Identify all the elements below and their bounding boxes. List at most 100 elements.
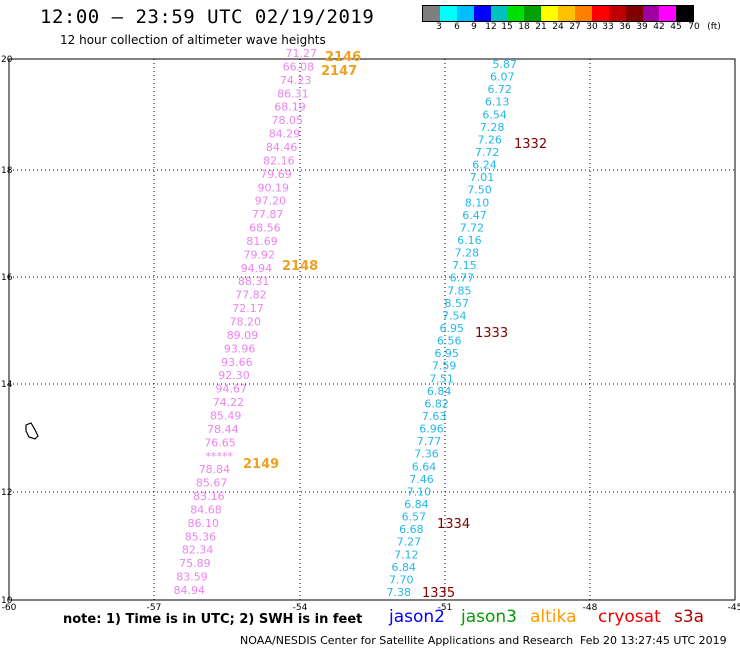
wave-height-label: 74.22 — [213, 396, 245, 409]
wave-height-label: 78.05 — [272, 114, 304, 127]
wave-height-label: 85.49 — [210, 409, 242, 422]
wave-height-label: 84.94 — [174, 584, 206, 597]
lon-tick-label: -45 — [728, 603, 740, 613]
color-swatch — [676, 6, 694, 21]
wave-height-label: 6.95 — [440, 322, 465, 335]
color-scale-label: 30 — [586, 22, 598, 32]
pass-time-label: 2149 — [243, 457, 279, 472]
color-scale-label: 70 — [688, 22, 700, 32]
wave-height-label: 6.84 — [427, 385, 452, 398]
wave-height-label: 7.50 — [467, 184, 492, 197]
lat-tick-label: 20 — [1, 55, 13, 65]
lon-tick-label: -54 — [293, 603, 308, 613]
wave-height-label: 6.96 — [419, 423, 444, 436]
color-swatch — [558, 6, 576, 21]
wave-height-label: 82.34 — [182, 544, 214, 557]
wave-height-label: 83.16 — [193, 490, 225, 503]
lat-tick-label: 12 — [1, 488, 12, 498]
pass-time-label: 1333 — [475, 326, 508, 341]
color-scale-label: 18 — [518, 22, 530, 32]
wave-height-label: 6.07 — [490, 71, 515, 84]
color-swatch — [642, 6, 660, 21]
wave-height-label: 78.20 — [230, 316, 262, 329]
color-swatch — [575, 6, 592, 21]
wave-height-label: 72.17 — [232, 302, 264, 315]
wave-height-label: 77.82 — [235, 289, 267, 302]
color-scale-label: 33 — [602, 22, 614, 32]
wave-height-label: ***** — [206, 450, 234, 463]
wave-height-label: 8.10 — [465, 196, 490, 209]
wave-height-label: 74.23 — [280, 74, 312, 87]
color-swatch — [423, 6, 440, 21]
legend-cryosat: cryosat — [598, 607, 661, 627]
color-scale-label: 36 — [619, 22, 631, 32]
wave-height-label: 7.12 — [394, 548, 419, 561]
color-scale-label: 6 — [454, 22, 460, 32]
pass-time-label: 2148 — [282, 259, 318, 274]
wave-height-label: 7.63 — [422, 410, 447, 423]
wave-height-label: 6.16 — [457, 234, 482, 247]
wave-height-label: 94.94 — [241, 262, 273, 275]
lat-tick-label: 16 — [1, 273, 13, 283]
wave-height-label: 7.77 — [417, 435, 442, 448]
wave-height-label: 6.77 — [450, 272, 475, 285]
color-swatch — [541, 6, 559, 21]
wave-height-label: 97.20 — [255, 195, 287, 208]
wave-height-label: 7.26 — [477, 133, 502, 146]
wave-height-label: 88.31 — [238, 275, 270, 288]
color-swatch — [490, 6, 508, 21]
legend-altika: altika — [530, 607, 577, 627]
color-scale-label: 15 — [501, 22, 513, 32]
color-scale-label: 9 — [471, 22, 477, 32]
wave-height-label: 68.56 — [249, 222, 281, 235]
legend-jason2: jason2 — [389, 607, 445, 627]
color-swatch — [473, 6, 491, 21]
wave-height-label: 7.15 — [452, 259, 477, 272]
wave-height-label: 7.72 — [460, 221, 485, 234]
wave-height-label: 68.19 — [274, 101, 306, 114]
wave-height-label: 81.69 — [246, 235, 278, 248]
wave-height-label: 84.46 — [266, 141, 298, 154]
wave-height-label: 89.09 — [227, 329, 259, 342]
color-scale-label: 45 — [670, 22, 682, 32]
page-title: 12:00 – 23:59 UTC 02/19/2019 — [40, 6, 375, 28]
footer-credit: NOAA/NESDIS Center for Satellite Applica… — [240, 634, 574, 647]
wave-height-label: 92.30 — [218, 369, 250, 382]
wave-height-label: 71.27 — [286, 47, 318, 60]
lon-tick-label: -48 — [583, 603, 598, 613]
wave-height-label: 94.67 — [216, 383, 248, 396]
lat-tick-label: 14 — [1, 380, 13, 390]
wave-height-label: 85.36 — [185, 530, 217, 543]
color-scale-label: 39 — [636, 22, 648, 32]
color-scale-label: 12 — [485, 22, 497, 32]
wave-height-label: 78.44 — [207, 423, 239, 436]
wave-height-label: 5.87 — [493, 58, 518, 71]
color-scale-bar — [422, 5, 695, 22]
color-swatch — [625, 6, 643, 21]
wave-height-label: 7.01 — [470, 171, 495, 184]
color-swatch — [608, 6, 626, 21]
wave-height-label: 75.89 — [179, 557, 211, 570]
wave-height-label: 7.28 — [455, 247, 480, 260]
units-note: note: 1) Time is in UTC; 2) SWH is in fe… — [63, 612, 363, 627]
color-scale-label: 21 — [535, 22, 547, 32]
wave-height-label: 6.57 — [402, 511, 427, 524]
wave-height-label: 7.38 — [387, 586, 412, 599]
wave-height-label: 90.19 — [258, 181, 290, 194]
wave-height-label: 6.13 — [485, 96, 510, 109]
color-swatch — [659, 6, 677, 21]
page-subtitle: 12 hour collection of altimeter wave hei… — [60, 33, 326, 47]
wave-height-label: 78.84 — [199, 463, 231, 476]
wave-height-label: 7.46 — [409, 473, 434, 486]
pass-time-label: 1334 — [437, 517, 470, 532]
wave-height-label: 82.16 — [263, 154, 295, 167]
color-swatch — [591, 6, 609, 21]
wave-height-label: 6.54 — [482, 108, 507, 121]
wave-height-label: 93.96 — [224, 342, 256, 355]
wave-height-label: 7.70 — [389, 573, 414, 586]
lat-tick-label: 18 — [1, 166, 13, 176]
wave-height-label: 6.72 — [487, 83, 512, 96]
wave-height-label: 79.92 — [244, 248, 276, 261]
color-swatch — [439, 6, 457, 21]
